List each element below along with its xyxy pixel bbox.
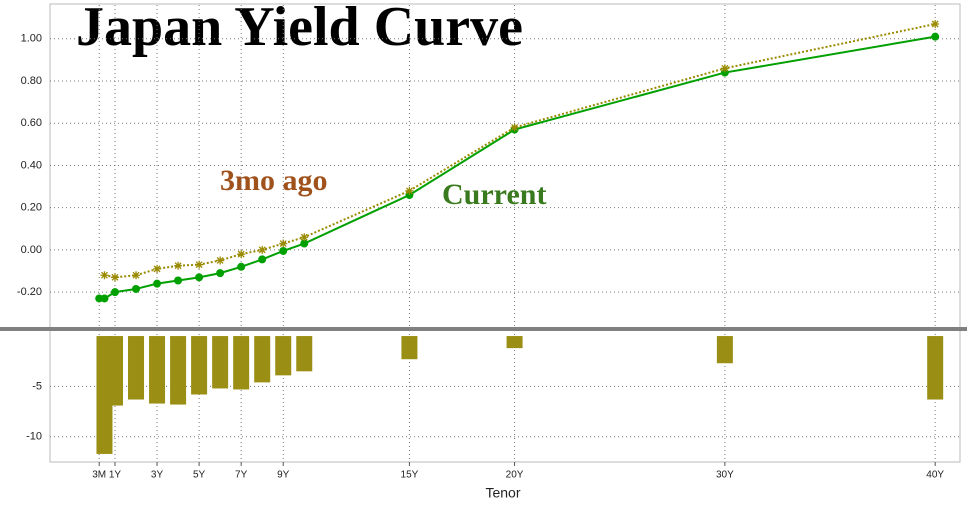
y-tick-label: -5	[32, 380, 42, 392]
bar	[506, 336, 523, 349]
annotation: Current	[442, 178, 546, 211]
x-tick-label: 3Y	[151, 470, 164, 481]
point	[300, 233, 309, 242]
bar	[927, 336, 944, 400]
annotation: 3mo ago	[220, 164, 328, 197]
y-tick-label: 0.20	[21, 202, 42, 214]
bar	[170, 336, 187, 405]
x-tick-label: 30Y	[716, 470, 734, 481]
point	[216, 256, 225, 265]
x-tick-label: 9Y	[277, 470, 290, 481]
series-line	[104, 23, 936, 279]
point	[110, 288, 119, 297]
point	[195, 273, 204, 282]
bar	[401, 336, 418, 360]
point	[510, 123, 519, 132]
x-axis-title: Tenor	[485, 485, 520, 501]
y-tick-label: 0.80	[21, 75, 42, 87]
point	[132, 271, 141, 280]
point	[279, 239, 288, 248]
point	[132, 284, 141, 293]
plot-frame	[49, 3, 961, 463]
bar	[716, 336, 733, 364]
bar	[275, 336, 292, 376]
y-tick-label: 0.60	[21, 117, 42, 129]
x-tick-label: 7Y	[235, 470, 248, 481]
point	[153, 264, 162, 273]
point	[720, 64, 729, 73]
x-tick-label: 5Y	[193, 470, 206, 481]
point	[258, 255, 267, 264]
point	[931, 32, 940, 41]
bar	[191, 336, 208, 395]
point	[237, 262, 246, 271]
bar	[128, 336, 145, 400]
point	[110, 273, 119, 282]
bar	[296, 336, 313, 372]
point	[174, 261, 183, 270]
x-tick-label: 3M	[92, 470, 106, 481]
y-tick-label: 0.40	[21, 159, 42, 171]
bar	[212, 336, 229, 389]
bar	[106, 336, 123, 406]
point	[237, 250, 246, 259]
chart-title: Japan Yield Curve	[76, 0, 523, 58]
point	[216, 269, 225, 278]
point	[279, 246, 288, 255]
series-line	[99, 35, 936, 300]
bar	[254, 336, 271, 383]
point	[258, 245, 267, 254]
y-tick-label: -10	[26, 431, 42, 443]
y-tick-label: -0.20	[17, 286, 42, 298]
point	[405, 186, 414, 195]
point	[100, 271, 109, 280]
point	[300, 239, 309, 248]
point	[931, 20, 940, 28]
point	[174, 276, 183, 285]
y-tick-label: 1.00	[21, 33, 42, 45]
x-tick-label: 15Y	[401, 470, 419, 481]
bar	[233, 336, 250, 390]
point	[153, 279, 162, 288]
y-tick-label: 0.00	[21, 244, 42, 256]
x-tick-label: 40Y	[926, 470, 944, 481]
bar	[149, 336, 166, 404]
x-tick-label: 1Y	[109, 470, 122, 481]
point	[100, 294, 109, 303]
x-tick-label: 20Y	[506, 470, 524, 481]
point	[195, 260, 204, 269]
